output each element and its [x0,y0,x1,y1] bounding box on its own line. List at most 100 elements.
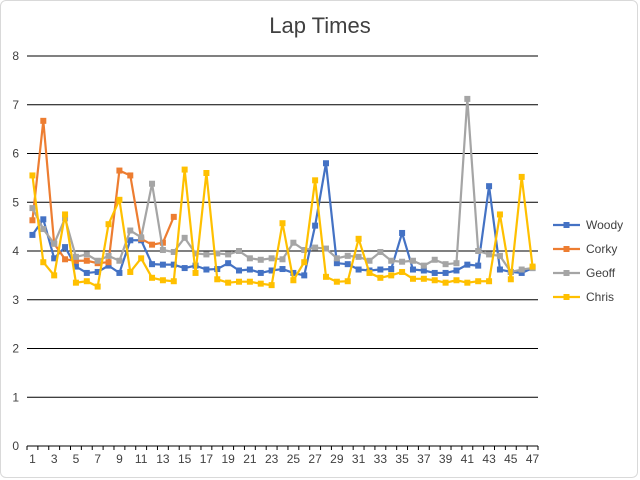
data-point [279,220,286,227]
data-point [507,276,514,283]
data-point [94,257,101,264]
data-point [181,265,188,272]
data-point [159,239,166,246]
data-point [83,251,90,258]
data-point [83,278,90,285]
data-point [486,251,493,258]
data-point [105,262,112,269]
data-point [170,261,177,268]
data-point [301,247,308,254]
data-point [94,283,101,290]
y-tick-label: 1 [12,390,19,404]
data-point [322,245,329,252]
data-point [40,216,47,223]
series-chris [29,166,536,290]
data-point [301,259,308,266]
x-tick-label: 31 [352,452,366,466]
legend-marker [563,246,570,252]
data-point [72,279,79,286]
data-point [420,275,427,282]
data-point [257,256,264,263]
data-point [496,211,503,218]
y-tick-label: 2 [12,342,19,356]
data-point [40,226,47,233]
data-point [181,166,188,173]
data-point [51,272,58,279]
data-point [518,266,525,273]
legend-marker [563,294,570,300]
data-point [246,278,253,285]
data-point [301,272,308,279]
legend-marker [563,270,570,276]
data-point [268,255,275,262]
data-point [475,248,482,254]
data-point [355,253,362,260]
data-point [29,205,36,212]
data-point [105,221,112,228]
data-point [399,258,406,265]
legend-label: Chris [586,290,614,304]
data-point [149,274,156,281]
data-point [388,257,395,264]
data-point [149,261,156,268]
data-point [192,269,199,276]
data-point [496,252,503,259]
data-point [192,250,199,257]
x-tick-label: 15 [178,452,192,466]
data-point [138,234,145,241]
data-point [203,170,210,176]
y-tick-label: 6 [12,147,19,161]
data-point [475,262,482,269]
data-point [268,267,275,274]
data-point [453,267,460,274]
data-point [420,267,427,274]
data-point [409,266,416,273]
data-point [355,266,362,273]
x-tick-label: 13 [156,452,170,466]
data-point [388,266,395,273]
y-tick-label: 8 [12,49,19,63]
data-point [431,269,438,276]
data-point [214,276,221,283]
y-axis-ticks: 0 1 2 3 4 5 6 7 8 [12,49,19,453]
series-geoff [29,95,536,275]
data-point [170,213,177,220]
data-point [214,250,221,257]
data-point [279,266,286,273]
data-point [464,279,471,286]
data-point [333,260,340,267]
legend-item-chris: Chris [553,290,614,304]
legend-label: Corky [586,242,617,256]
data-point [105,259,112,266]
data-point [279,256,286,263]
x-tick-label: 19 [221,452,235,466]
data-point [409,275,416,282]
data-point [518,173,525,180]
data-point [40,259,47,266]
data-point [442,269,449,276]
x-tick-label: 27 [308,452,322,466]
x-axis: 1 3 5 7 9 11 13 15 17 19 21 23 25 27 29 31 33 35 37 39 41 43 4… [26,445,540,466]
data-point [72,263,79,270]
x-tick-label: 35 [395,452,409,466]
data-point [236,248,243,254]
data-point [344,261,351,268]
legend-item-woody: Woody [553,218,623,232]
data-point [475,278,482,285]
legend: Woody Corky Geoff Chris [553,218,623,304]
data-point [149,241,156,248]
data-point [94,268,101,275]
data-point [29,217,36,224]
data-point [312,244,319,251]
x-tick-label: 41 [461,452,475,466]
data-point [257,280,264,287]
data-point [431,256,438,263]
data-point [116,196,123,203]
data-point [72,257,79,264]
data-point [170,248,177,255]
data-point [116,269,123,276]
x-tick-label: 1 [29,452,36,466]
data-point [138,255,145,262]
y-tick-label: 7 [12,98,19,112]
legend-label: Woody [586,218,623,232]
